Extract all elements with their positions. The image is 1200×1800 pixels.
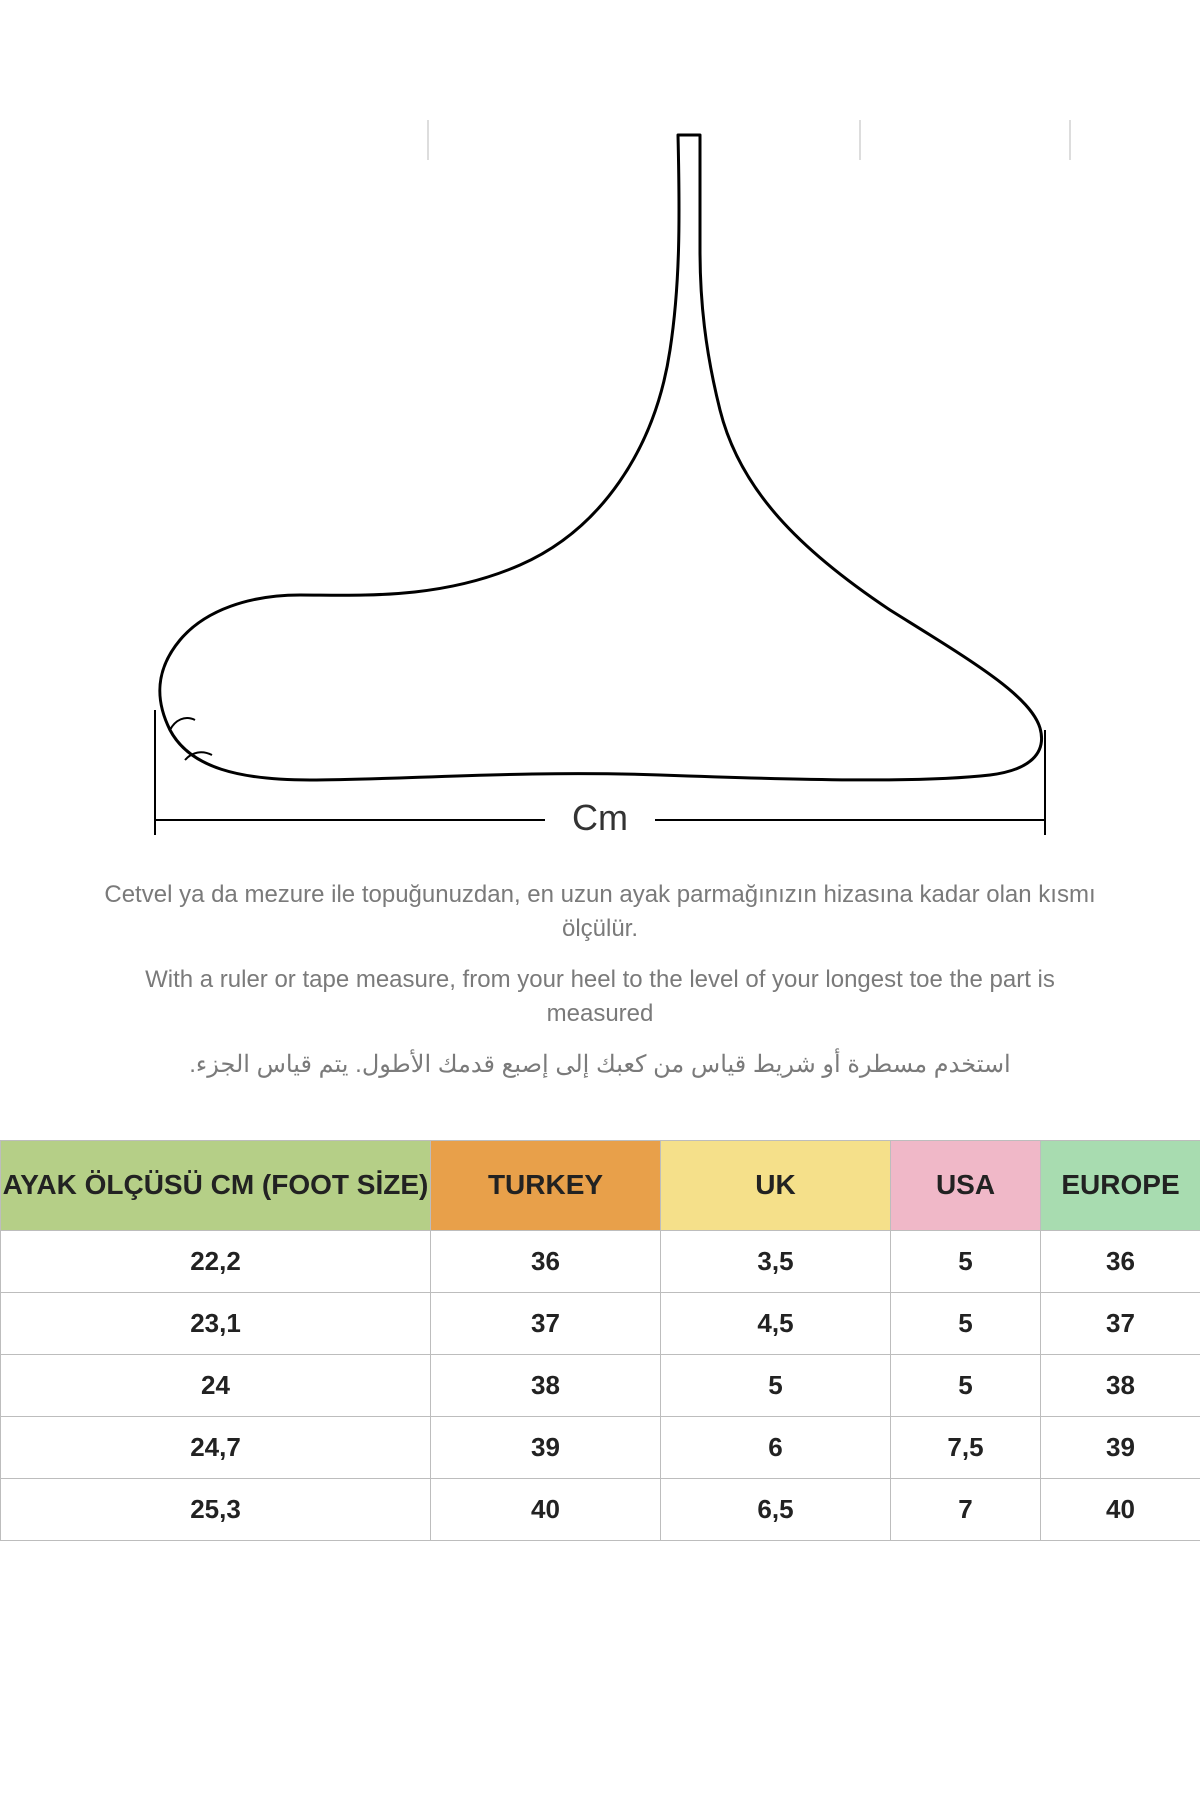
cell-europe: 36: [1041, 1230, 1200, 1292]
cell-turkey: 37: [431, 1292, 661, 1354]
cell-foot: 23,1: [1, 1292, 431, 1354]
cell-usa: 7,5: [891, 1416, 1041, 1478]
th-usa: USA: [891, 1140, 1041, 1230]
cell-europe: 37: [1041, 1292, 1200, 1354]
foot-diagram: Cm: [100, 120, 1100, 840]
cell-europe: 39: [1041, 1416, 1200, 1478]
cm-label: Cm: [572, 797, 628, 838]
table-row: 23,1 37 4,5 5 37: [1, 1292, 1200, 1354]
size-table-wrap: AYAK ÖLÇÜSÜ CM (FOOT SİZE) TURKEY UK USA…: [0, 1140, 1200, 1541]
cell-uk: 6: [661, 1416, 891, 1478]
table-row: 22,2 36 3,5 5 36: [1, 1230, 1200, 1292]
th-uk: UK: [661, 1140, 891, 1230]
cell-usa: 5: [891, 1292, 1041, 1354]
th-turkey: TURKEY: [431, 1140, 661, 1230]
cell-turkey: 39: [431, 1416, 661, 1478]
cell-turkey: 36: [431, 1230, 661, 1292]
cell-turkey: 38: [431, 1354, 661, 1416]
cell-uk: 6,5: [661, 1478, 891, 1540]
cell-usa: 5: [891, 1354, 1041, 1416]
cell-foot: 22,2: [1, 1230, 431, 1292]
instruction-ar: استخدم مسطرة أو شريط قياس من كعبك إلى إص…: [100, 1048, 1100, 1082]
table-row: 25,3 40 6,5 7 40: [1, 1478, 1200, 1540]
instruction-en: With a ruler or tape measure, from your …: [100, 963, 1100, 1030]
cell-usa: 7: [891, 1478, 1041, 1540]
th-europe: EUROPE: [1041, 1140, 1200, 1230]
instructions-block: Cetvel ya da mezure ile topuğunuzdan, en…: [100, 860, 1100, 1100]
table-row: 24 38 5 5 38: [1, 1354, 1200, 1416]
cell-uk: 4,5: [661, 1292, 891, 1354]
cell-uk: 5: [661, 1354, 891, 1416]
th-foot: AYAK ÖLÇÜSÜ CM (FOOT SİZE): [1, 1140, 431, 1230]
table-header-row: AYAK ÖLÇÜSÜ CM (FOOT SİZE) TURKEY UK USA…: [1, 1140, 1200, 1230]
size-table: AYAK ÖLÇÜSÜ CM (FOOT SİZE) TURKEY UK USA…: [0, 1140, 1200, 1541]
table-body: 22,2 36 3,5 5 36 23,1 37 4,5 5 37 24 38 …: [1, 1230, 1200, 1540]
cell-foot: 24,7: [1, 1416, 431, 1478]
cell-europe: 38: [1041, 1354, 1200, 1416]
cell-foot: 24: [1, 1354, 431, 1416]
cell-turkey: 40: [431, 1478, 661, 1540]
cell-usa: 5: [891, 1230, 1041, 1292]
instruction-tr: Cetvel ya da mezure ile topuğunuzdan, en…: [100, 878, 1100, 945]
cell-foot: 25,3: [1, 1478, 431, 1540]
table-row: 24,7 39 6 7,5 39: [1, 1416, 1200, 1478]
cell-uk: 3,5: [661, 1230, 891, 1292]
cell-europe: 40: [1041, 1478, 1200, 1540]
